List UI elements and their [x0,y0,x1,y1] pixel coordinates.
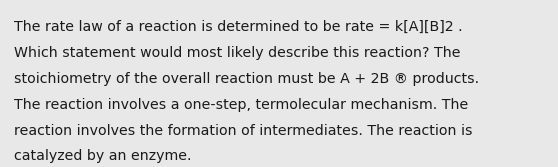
Text: reaction involves the formation of intermediates. The reaction is: reaction involves the formation of inter… [14,124,473,138]
Text: The rate law of a reaction is determined to be rate = k[A][B]2 .: The rate law of a reaction is determined… [14,20,463,34]
Text: catalyzed by an enzyme.: catalyzed by an enzyme. [14,149,191,163]
Text: The reaction involves a one-step, termolecular mechanism. The: The reaction involves a one-step, termol… [14,98,468,112]
Text: Which statement would most likely describe this reaction? The: Which statement would most likely descri… [14,46,460,60]
Text: stoichiometry of the overall reaction must be A + 2B ® products.: stoichiometry of the overall reaction mu… [14,72,479,86]
